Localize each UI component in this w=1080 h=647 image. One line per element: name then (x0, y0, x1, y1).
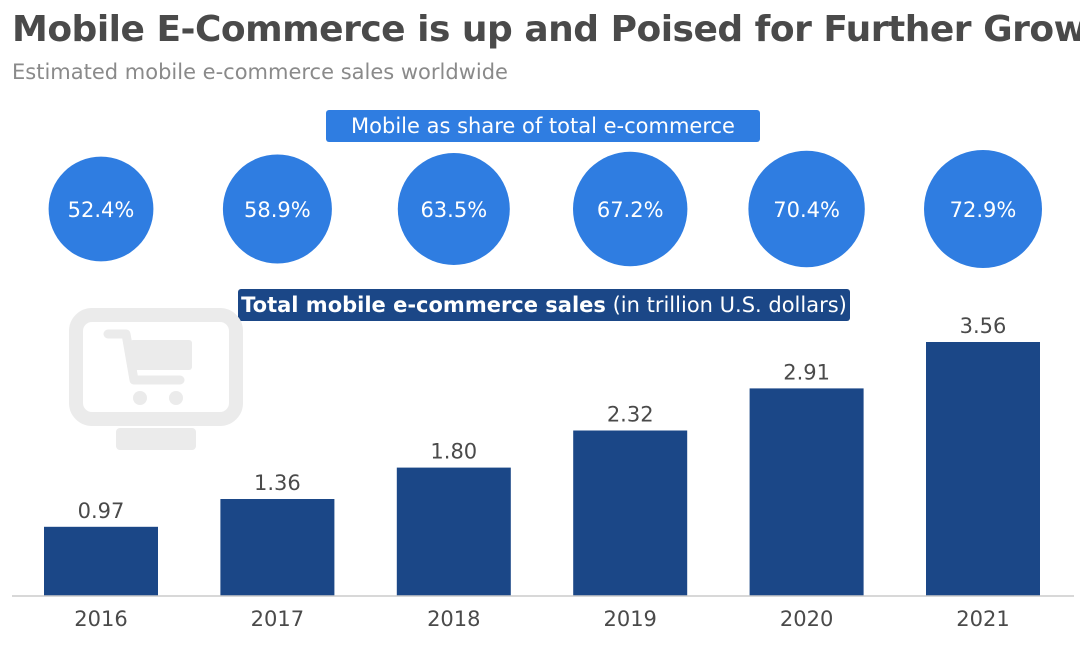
x-tick-2016: 2016 (74, 607, 127, 631)
bar-value-2016: 0.97 (78, 499, 125, 523)
shopping-cart-monitor-icon (69, 308, 243, 450)
sales-label-bold: Total mobile e-commerce sales (241, 293, 606, 317)
sales-label-unit: (in trillion U.S. dollars) (605, 293, 847, 317)
share-label-2017: 58.9% (244, 198, 311, 222)
x-tick-2020: 2020 (780, 607, 833, 631)
bar-2018 (396, 467, 511, 596)
bar-2016 (44, 526, 158, 596)
chart-subtitle: Estimated mobile e-commerce sales worldw… (12, 60, 508, 84)
bar-2021 (926, 342, 1040, 596)
bar-value-2017: 1.36 (254, 471, 301, 495)
share-label-2016: 52.4% (68, 198, 135, 222)
bar-2019 (573, 430, 688, 596)
bar-value-2018: 1.80 (430, 440, 477, 464)
sales-bars: 0.97 1.36 1.80 2.32 2.91 3.56 (44, 314, 1040, 596)
x-axis-tick-labels: 2016 2017 2018 2019 2020 2021 (74, 607, 1009, 631)
share-label-2018: 63.5% (420, 198, 487, 222)
bar-2017 (220, 499, 335, 596)
share-label-2019: 67.2% (597, 198, 664, 222)
share-circle-2021 (924, 150, 1042, 268)
share-circle-2020 (748, 150, 865, 268)
share-circle-2019 (573, 151, 688, 267)
x-tick-2018: 2018 (427, 607, 480, 631)
x-tick-2017: 2017 (251, 607, 304, 631)
share-label-2020: 70.4% (773, 198, 840, 222)
share-circle-2018 (397, 153, 510, 265)
x-tick-2021: 2021 (956, 607, 1009, 631)
share-circle-2016 (48, 156, 154, 262)
share-section-label: Mobile as share of total e-commerce (326, 110, 760, 142)
bar-value-2021: 3.56 (960, 314, 1007, 338)
share-circles: 52.4% 58.9% 63.5% 67.2% 70.4% 72.9% (48, 150, 1042, 268)
bar-value-2020: 2.91 (783, 360, 830, 384)
bar-value-2019: 2.32 (607, 403, 654, 427)
bar-2020 (749, 388, 864, 596)
x-tick-2019: 2019 (603, 607, 656, 631)
share-circle-2017 (222, 154, 332, 264)
chart-title: Mobile E-Commerce is up and Poised for F… (12, 9, 1080, 50)
share-label-2021: 72.9% (950, 198, 1017, 222)
sales-section-label: Total mobile e-commerce sales (in trilli… (238, 289, 850, 321)
